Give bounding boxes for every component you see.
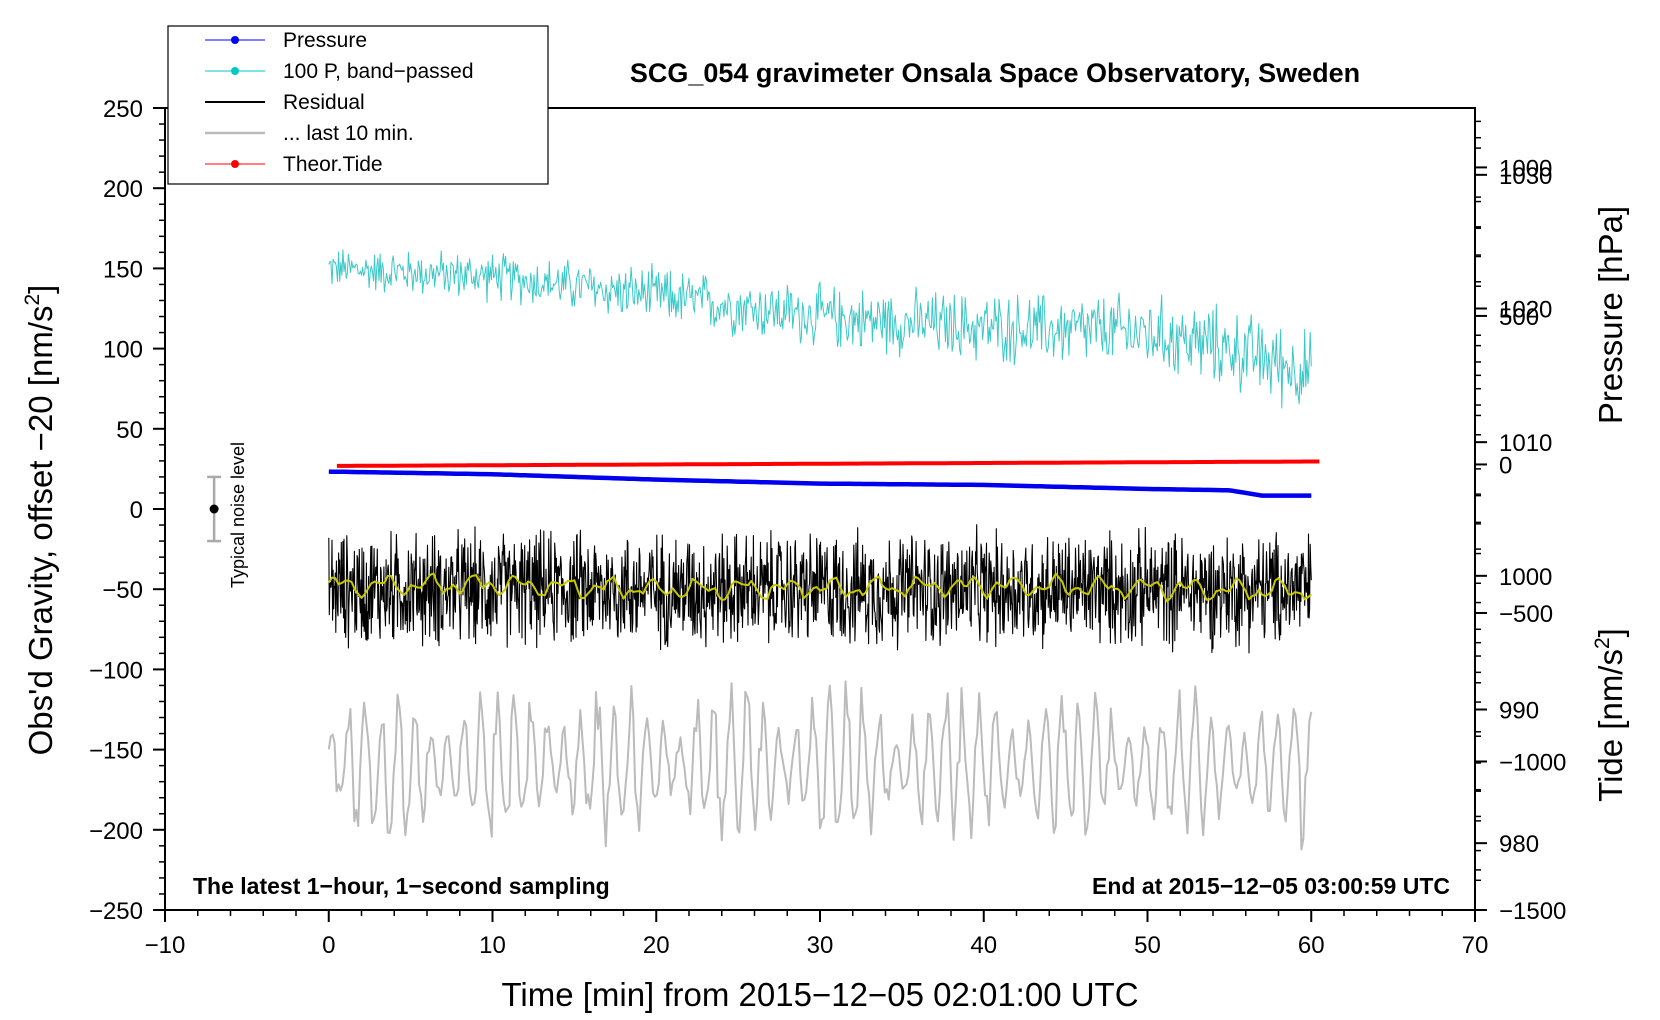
chart-title: SCG_054 gravimeter Onsala Space Observat… xyxy=(630,58,1360,88)
x-tick-label: 0 xyxy=(322,932,335,959)
x-tick-label: 50 xyxy=(1134,932,1161,959)
x-axis-title: Time [min] from 2015−12−05 02:01:00 UTC xyxy=(501,976,1138,1013)
legend-marker-tide xyxy=(231,160,239,168)
pressure-tick-label: 990 xyxy=(1499,698,1539,725)
x-tick-label: 40 xyxy=(970,932,997,959)
left-axis-title-sup: 2 xyxy=(21,294,44,306)
x-tick-label: 30 xyxy=(807,932,834,959)
tide-axis-ticks: 1000 500 0 −500 −1000 −1500 xyxy=(1475,136,1566,925)
series-last-10-min xyxy=(327,680,1313,851)
left-tick-label: 100 xyxy=(103,337,143,364)
pressure-axis-title: Pressure [hPa] xyxy=(1592,206,1629,424)
legend-label-last10: ... last 10 min. xyxy=(283,122,414,145)
legend-marker-pressure xyxy=(231,36,239,44)
x-tick-label: −10 xyxy=(145,932,186,959)
tide-tick-label: −500 xyxy=(1499,601,1553,628)
legend-label-residual: Residual xyxy=(283,91,365,114)
legend-box xyxy=(167,25,549,185)
x-tick-label: 10 xyxy=(479,932,506,959)
legend: Pressure 100 P, band−passed Residual ...… xyxy=(167,25,549,185)
legend-label-pressure: Pressure xyxy=(283,29,367,52)
left-axis-title: Obs'd Gravity, offset −20 [nm/s2] xyxy=(21,285,59,756)
left-tick-label: −150 xyxy=(89,738,143,765)
tide-tick-label: −1000 xyxy=(1499,749,1566,776)
legend-item-bandpassed: 100 P, band−passed xyxy=(205,60,474,83)
left-tick-label: −100 xyxy=(89,657,143,684)
left-tick-label: 250 xyxy=(103,96,143,123)
left-tick-label: 50 xyxy=(116,417,143,444)
pressure-tick-label: 1020 xyxy=(1499,297,1552,324)
left-tick-label: −50 xyxy=(102,577,143,604)
pressure-tick-label: 980 xyxy=(1499,831,1539,858)
series-100-p-band-passed xyxy=(328,249,1312,409)
tide-tick-label: 1000 xyxy=(1499,155,1552,182)
left-axis-title-end: ] xyxy=(22,285,59,294)
left-tick-label: −250 xyxy=(89,898,143,925)
series-theor-tide xyxy=(336,459,1320,468)
left-axis-title-main: Obs'd Gravity, offset −20 [nm/s xyxy=(22,306,59,756)
left-axis-ticks: 250 200 150 100 50 0 −50 −100 −150 −200 −250 xyxy=(89,96,165,925)
legend-label-bandpassed: 100 P, band−passed xyxy=(283,60,474,83)
pressure-tick-label: 1000 xyxy=(1499,564,1552,591)
left-tick-label: 200 xyxy=(103,176,143,203)
tide-axis-title-end: ] xyxy=(1592,628,1629,637)
plot-frame xyxy=(164,107,1476,911)
legend-item-last10: ... last 10 min. xyxy=(205,122,414,145)
tide-axis-title-main: Tide [nm/s xyxy=(1592,649,1629,802)
legend-item-residual: Residual xyxy=(205,91,365,114)
legend-item-tide: Theor.Tide xyxy=(205,153,383,176)
noise-level-label: Typical noise level xyxy=(228,442,248,588)
tide-tick-label: 500 xyxy=(1499,304,1539,331)
tide-axis-title-sup: 2 xyxy=(1591,637,1614,649)
sampling-note: The latest 1−hour, 1−second sampling xyxy=(193,873,610,899)
x-tick-label: 60 xyxy=(1298,932,1325,959)
series-layer xyxy=(327,249,1320,851)
x-tick-label: 70 xyxy=(1462,932,1489,959)
series-residual-smoothed xyxy=(327,572,1312,603)
series-residual xyxy=(328,524,1312,654)
left-tick-label: 150 xyxy=(103,256,143,283)
noise-level-bar xyxy=(207,475,222,543)
legend-item-pressure: Pressure xyxy=(205,29,367,52)
noise-bar-center xyxy=(209,504,219,514)
pressure-axis-ticks: 1030 1020 1010 1000 990 980 xyxy=(1475,120,1552,871)
x-tick-label: 20 xyxy=(643,932,670,959)
tide-axis-title: Tide [nm/s2] xyxy=(1591,628,1629,802)
series-pressure xyxy=(328,469,1312,498)
x-axis-ticks: −10 0 10 20 30 40 50 60 70 xyxy=(145,910,1489,959)
pressure-tick-label: 1010 xyxy=(1499,430,1552,457)
legend-label-tide: Theor.Tide xyxy=(283,153,383,176)
left-tick-label: 0 xyxy=(130,497,143,524)
pressure-tick-label: 1030 xyxy=(1499,163,1552,190)
legend-marker-bandpassed xyxy=(231,67,239,75)
tide-tick-label: 0 xyxy=(1499,452,1512,479)
tide-tick-label: −1500 xyxy=(1499,898,1566,925)
end-time-note: End at 2015−12−05 03:00:59 UTC xyxy=(1092,873,1450,899)
left-tick-label: −200 xyxy=(89,818,143,845)
